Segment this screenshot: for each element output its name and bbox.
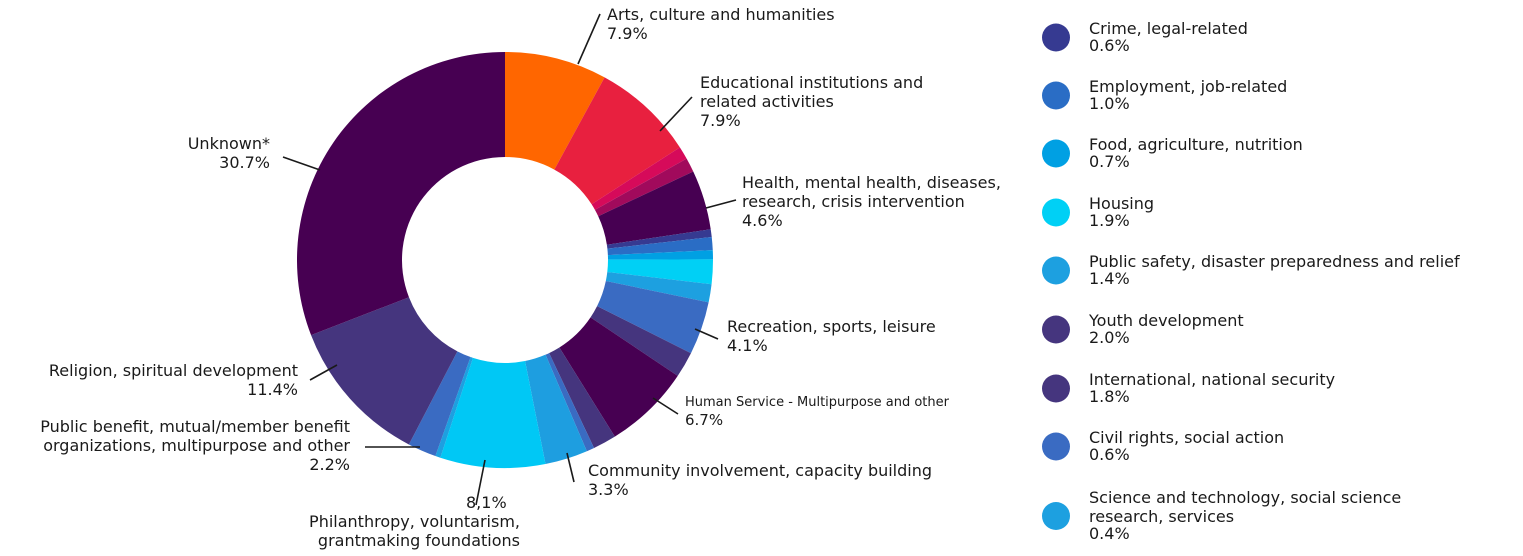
leader-line-4 [705,199,737,209]
leader-line-12 [652,397,679,415]
slice-value-19: 11.4% [247,380,298,399]
donut-slice-7 [607,250,713,260]
slice-value-20: 30.7% [219,153,270,172]
donut-slice-15 [525,354,587,465]
legend-swatch-1 [1042,81,1070,110]
donut-slice-9 [605,272,712,303]
legend-value-1: 1.0% [1089,94,1130,113]
legend-swatch-6 [1042,374,1070,403]
leader-line-10 [694,328,719,340]
donut-slice-0 [505,52,605,170]
legend-value-8: 0.4% [1089,524,1130,543]
donut-slice-2 [591,147,687,210]
legend-value-3: 1.9% [1089,211,1130,230]
slice-label-4-line-1: research, crisis intervention [742,192,965,211]
slice-value-4: 4.6% [742,211,783,230]
leader-line-16 [475,459,486,506]
slice-label-18-line-1: organizations, multipurpose and other [43,436,350,455]
slice-label-1-line-0: Educational institutions and [700,73,923,92]
donut-slice-6 [607,237,713,256]
slice-value-16: 8,1% [466,493,507,512]
legend-swatch-8 [1042,502,1070,530]
donut-slice-10 [597,281,709,354]
chart-leader-lines [282,13,737,506]
legend-label-4-line-0: Public safety, disaster preparedness and… [1089,252,1460,271]
slice-value-18: 2.2% [309,455,350,474]
legend-value-5: 2.0% [1089,328,1130,347]
slice-label-1-line-1: related activities [700,92,834,111]
slice-label-18-line-0: Public benefit, mutual/member benefit [40,417,350,436]
donut-slice-3 [594,158,694,217]
slice-label-16-line-1: grantmaking foundations [318,531,520,550]
slice-label-15-line-0: Community involvement, capacity building [588,461,932,480]
donut-slice-20 [296,52,505,336]
slice-label-19-line-0: Religion, spiritual development [49,361,298,380]
donut-slice-8 [607,259,714,285]
legend-value-4: 1.4% [1089,269,1130,288]
leader-line-15 [566,452,575,483]
slice-label-4-line-0: Health, mental health, diseases, [742,173,1001,192]
slice-value-15: 3.3% [588,480,629,499]
donut-slice-4 [598,171,711,245]
donut-slice-16 [440,357,546,468]
chart-slices [296,52,714,468]
slice-value-12: 6.7% [685,411,723,429]
legend-swatch-3 [1042,198,1070,227]
donut-slice-18 [408,351,471,456]
donut-slice-19 [311,297,458,445]
legend-label-7-line-0: Civil rights, social action [1089,428,1284,447]
legend-label-1-line-0: Employment, job-related [1089,77,1287,96]
donut-slice-17 [435,357,473,458]
donut-slice-12 [559,317,678,437]
leader-line-0 [577,13,601,65]
slice-label-0-line-0: Arts, culture and humanities [607,5,835,24]
leader-line-19 [309,364,338,381]
legend-value-0: 0.6% [1089,36,1130,55]
legend-label-0-line-0: Crime, legal-related [1089,19,1248,38]
slice-value-10: 4.1% [727,336,768,355]
legend-swatch-2 [1042,139,1070,168]
donut-slice-11 [590,306,691,376]
legend-label-3-line-0: Housing [1089,194,1154,213]
slice-label-12-line-0: Human Service - Multipurpose and other [685,395,950,410]
legend-swatch-0 [1042,23,1070,52]
legend-value-2: 0.7% [1089,152,1130,171]
slice-label-10-line-0: Recreation, sports, leisure [727,317,936,336]
donut-slice-13 [549,347,615,448]
legend-value-7: 0.6% [1089,445,1130,464]
legend-label-8-line-1: research, services [1089,507,1234,526]
slice-label-20-line-0: Unknown* [188,134,270,153]
slice-value-0: 7.9% [607,24,648,43]
legend-label-8-line-0: Science and technology, social science [1089,488,1401,507]
legend-label-6-line-0: International, national security [1089,370,1335,389]
legend-label-5-line-0: Youth development [1088,311,1244,330]
legend-swatch-7 [1042,432,1070,461]
slice-label-16-line-0: Philanthropy, voluntarism, [309,512,520,531]
slice-value-1: 7.9% [700,111,741,130]
legend-value-6: 1.8% [1089,387,1130,406]
donut-slice-1 [554,77,680,205]
legend-label-2-line-0: Food, agriculture, nutrition [1089,135,1303,154]
chart-labels: Arts, culture and humanities7.9%Educatio… [40,5,1001,550]
legend-swatch-5 [1042,315,1070,344]
legend-swatch-4 [1042,256,1070,285]
leader-line-20 [282,156,321,171]
leader-line-1 [659,96,693,132]
donut-slice-14 [545,353,595,452]
donut-slice-5 [606,229,712,249]
